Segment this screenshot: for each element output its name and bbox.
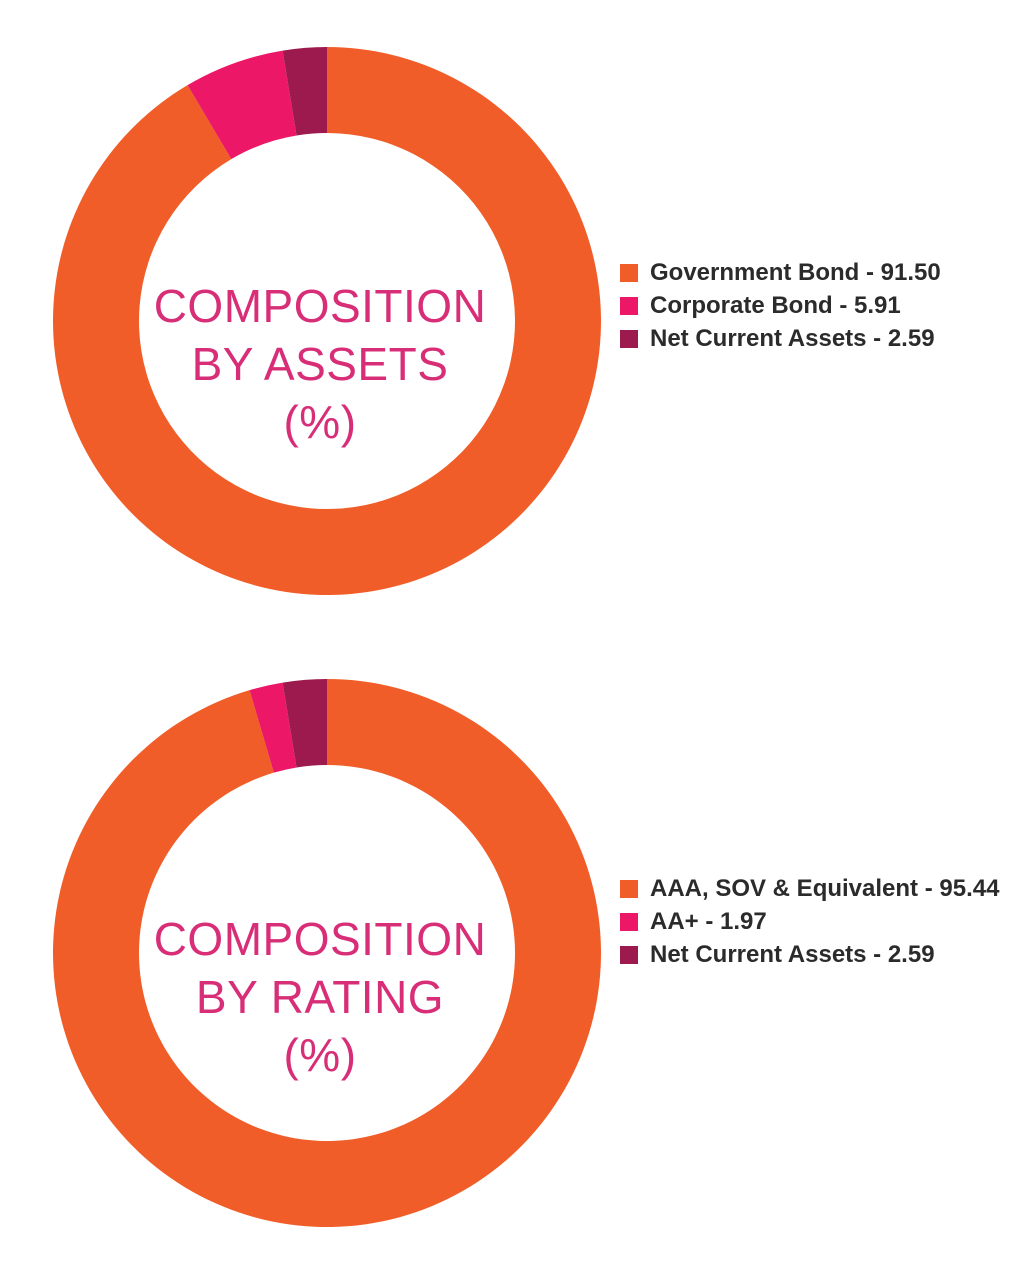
legend-label: Net Current Assets - 2.59 [650, 325, 935, 352]
legend-item-aa-plus: AA+ - 1.97 [620, 905, 1010, 938]
assets-donut-chart [52, 47, 602, 595]
donut-slice-government-bond [52, 47, 602, 595]
donut-slice-net-current-assets [282, 47, 327, 136]
rating-title-line-1: COMPOSITION [153, 913, 487, 965]
legend-label: Corporate Bond - 5.91 [650, 292, 901, 319]
legend-label: Government Bond - 91.50 [650, 259, 941, 286]
donut-slice-aaa-sov-equivalent [53, 679, 602, 1227]
legend-item-government-bond: Government Bond - 91.50 [620, 256, 1010, 289]
rating-legend: AAA, SOV & Equivalent - 95.44 AA+ - 1.97… [620, 872, 1010, 971]
rating-chart-title: COMPOSITION BY RATING (%) [130, 910, 510, 1084]
donut-slice-aa [249, 682, 297, 773]
legend-item-net-current-assets: Net Current Assets - 2.59 [620, 322, 1010, 355]
legend-item-net-current-assets: Net Current Assets - 2.59 [620, 938, 1010, 971]
assets-chart-title: COMPOSITION BY ASSETS (%) [130, 277, 510, 451]
legend-item-corporate-bond: Corporate Bond - 5.91 [620, 289, 1010, 322]
orange-swatch-icon [620, 880, 638, 898]
rating-title-line-2: BY RATING [195, 971, 445, 1023]
maroon-swatch-icon [620, 330, 638, 348]
donut-slice-net-current-assets [282, 679, 327, 768]
donut-slice-corporate-bond [187, 50, 297, 160]
rating-composition-chart: COMPOSITION BY RATING (%) AAA, SOV & Equ… [0, 632, 1018, 1232]
legend-label: AAA, SOV & Equivalent - 95.44 [650, 875, 1000, 902]
legend-label: AA+ - 1.97 [650, 908, 767, 935]
assets-title-line-2: BY ASSETS [191, 338, 449, 390]
legend-item-aaa-sov: AAA, SOV & Equivalent - 95.44 [620, 872, 1010, 905]
pink-swatch-icon [620, 913, 638, 931]
assets-title-line-3: (%) [283, 396, 357, 448]
orange-swatch-icon [620, 264, 638, 282]
maroon-swatch-icon [620, 946, 638, 964]
rating-title-line-3: (%) [283, 1029, 357, 1081]
legend-label: Net Current Assets - 2.59 [650, 941, 935, 968]
assets-composition-chart: COMPOSITION BY ASSETS (%) Government Bon… [0, 0, 1018, 600]
assets-legend: Government Bond - 91.50 Corporate Bond -… [620, 256, 1010, 355]
pink-swatch-icon [620, 297, 638, 315]
assets-title-line-1: COMPOSITION [153, 280, 487, 332]
rating-donut-chart [53, 679, 602, 1227]
